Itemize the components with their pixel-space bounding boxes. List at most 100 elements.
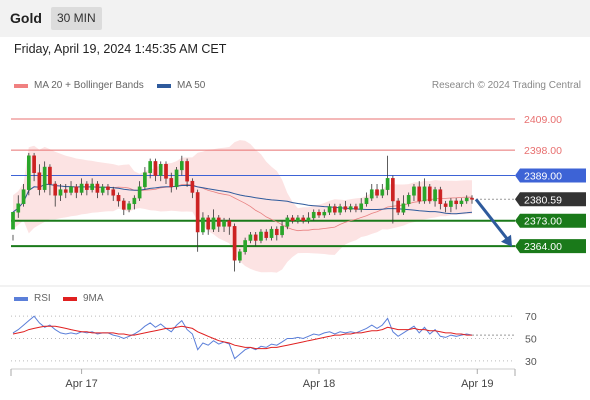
candle	[74, 184, 79, 199]
candle-body	[148, 161, 153, 173]
candle	[11, 211, 15, 241]
forecast-arrow-shaft	[474, 198, 509, 240]
candle-body	[332, 206, 337, 213]
candle	[427, 184, 432, 204]
candle	[137, 181, 142, 201]
candle	[391, 175, 395, 224]
candle	[285, 215, 290, 230]
candle-body	[169, 178, 174, 188]
candle	[327, 203, 332, 216]
candle-body	[269, 228, 274, 238]
candle-body	[290, 217, 295, 221]
candle-body	[348, 206, 353, 210]
candle-body	[185, 161, 189, 182]
candle	[454, 198, 459, 210]
candle-body	[354, 206, 358, 210]
candle-body	[201, 217, 205, 233]
candle	[306, 212, 311, 224]
candle-body	[311, 211, 316, 219]
candle-body	[69, 186, 73, 193]
candle-body	[222, 220, 226, 227]
candle	[269, 226, 274, 241]
candle-body	[317, 211, 321, 216]
candle-body	[470, 197, 474, 200]
candle-body	[121, 200, 126, 210]
candle-body	[227, 220, 232, 227]
ma9-swatch	[63, 296, 77, 301]
candle	[90, 178, 94, 193]
candle	[433, 186, 437, 207]
candle	[227, 217, 232, 235]
candle-body	[16, 203, 21, 213]
candle	[259, 229, 263, 244]
candle-body	[164, 163, 168, 179]
candle	[301, 215, 306, 224]
candle-body	[132, 197, 137, 205]
candle	[111, 186, 116, 201]
candle	[338, 203, 342, 216]
candle	[280, 220, 284, 238]
legend-rsi: RSI	[14, 293, 51, 304]
candle-body	[301, 217, 306, 221]
price-label-2409.00: 2409.00	[524, 114, 562, 126]
datetime-label: Friday, April 19, 2024 1:45:35 AM CET	[14, 42, 227, 56]
candle	[153, 158, 158, 182]
candle	[79, 178, 84, 196]
candle	[95, 181, 100, 199]
candle-body	[327, 206, 332, 213]
candle-body	[385, 178, 390, 190]
candle-body	[464, 197, 469, 202]
candle-body	[391, 178, 395, 202]
candle	[190, 178, 195, 199]
candle	[369, 184, 374, 201]
candle	[100, 184, 105, 196]
candle-body	[85, 183, 89, 190]
candle	[222, 217, 226, 232]
candle-body	[306, 217, 311, 221]
candle-body	[216, 217, 221, 227]
candle	[143, 167, 147, 190]
legend-ma50: MA 50	[157, 80, 205, 91]
candle	[317, 209, 321, 218]
candle-body	[179, 161, 184, 171]
candle-body	[58, 189, 63, 196]
ma50-line	[12, 183, 473, 215]
candle-body	[274, 228, 279, 236]
candle-body	[63, 189, 68, 193]
candle	[158, 161, 163, 182]
rsi-line	[12, 315, 473, 360]
ma50-swatch	[157, 83, 171, 88]
candle	[69, 181, 73, 196]
candle-body	[190, 180, 195, 193]
candle	[274, 226, 279, 241]
candle-body	[364, 197, 369, 205]
price-tag-2380.59	[515, 192, 586, 207]
candle	[375, 184, 379, 199]
candle-body	[232, 226, 237, 261]
candle-body	[427, 186, 432, 202]
candle-body	[238, 251, 242, 261]
rsi-tick-30: 30	[525, 356, 537, 368]
candle	[264, 229, 269, 241]
candle	[248, 232, 253, 244]
candle-body	[322, 211, 327, 216]
timeframe-button[interactable]: 30 MIN	[51, 7, 102, 30]
candle-body	[127, 203, 131, 210]
rsi-tick-70: 70	[525, 311, 537, 323]
legend-ma20: MA 20 + Bollinger Bands	[14, 80, 144, 91]
candle	[332, 203, 337, 216]
candle-body	[433, 189, 437, 202]
ma20-swatch	[14, 83, 28, 88]
candle-body	[369, 189, 374, 199]
candle-body	[459, 200, 464, 205]
candle	[48, 164, 52, 196]
candle-body	[248, 234, 253, 241]
legend-ma20-label: MA 20 + Bollinger Bands	[34, 80, 144, 91]
candle-body	[417, 186, 422, 202]
candle-body	[143, 172, 147, 188]
candle-body	[211, 217, 216, 230]
candle	[206, 215, 211, 235]
candle-body	[359, 203, 364, 210]
candle	[185, 158, 189, 187]
candle	[380, 184, 385, 199]
